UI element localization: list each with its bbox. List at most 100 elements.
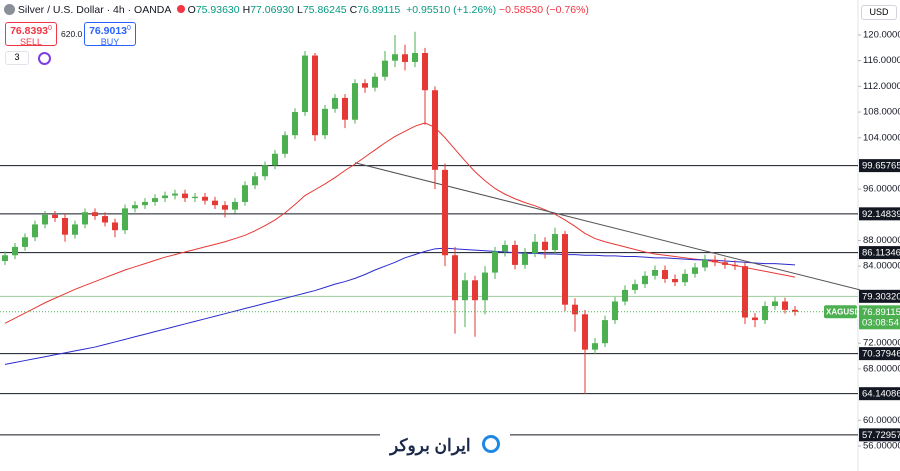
candle-body: [762, 305, 768, 321]
refresh-icon[interactable]: [38, 52, 51, 65]
level-label-box: [859, 246, 900, 260]
candle-body: [302, 55, 308, 113]
ohlc-value: 75.93630: [195, 4, 240, 16]
indicators-count: 3: [14, 52, 20, 62]
ohlc-key: H: [242, 4, 251, 16]
candle-body: [72, 224, 78, 235]
candle-body: [152, 198, 158, 202]
candle-body: [422, 52, 428, 91]
moving-average: [4, 247, 796, 365]
candle-body: [182, 193, 188, 199]
candle-body: [52, 214, 58, 219]
candle-body: [682, 273, 688, 283]
currency: USD: [869, 7, 889, 17]
change-up: +0.95510 (+1.26%): [406, 4, 497, 16]
candle-body: [462, 280, 468, 301]
countdown-label: 03:08:54: [862, 317, 899, 328]
candle-body: [602, 320, 608, 344]
candle-body: [392, 54, 398, 61]
ohlc-value: 76.89115: [357, 4, 401, 16]
level-label: 99.65765: [862, 161, 900, 172]
candle-body: [312, 55, 318, 136]
candle-body: [332, 97, 338, 109]
ohlc: O75.93630 H77.06930 L75.86245 C76.89115: [188, 4, 404, 16]
y-tick-label: 112.00000: [863, 81, 900, 92]
candle-body: [292, 112, 298, 136]
indicators-toggle[interactable]: 3: [5, 51, 29, 65]
logo: ایران بروکر: [380, 432, 510, 462]
candle-body: [632, 284, 638, 290]
candle-body: [2, 255, 8, 262]
symbol-label: XAGUSD: [826, 307, 860, 316]
candle-body: [532, 241, 538, 254]
candle-body: [212, 200, 218, 206]
candle-body: [322, 108, 328, 136]
currency-select[interactable]: USD: [861, 5, 897, 20]
candle-body: [652, 270, 658, 276]
candle-body: [172, 193, 178, 196]
candle-body: [472, 280, 478, 301]
candle-body: [412, 52, 418, 62]
candle-body: [432, 90, 438, 170]
candle-body: [592, 343, 598, 350]
buy-label: BUY: [100, 37, 120, 47]
candle-body: [42, 214, 48, 225]
candle-body: [272, 153, 278, 166]
candle-body: [112, 222, 118, 231]
candle-body: [562, 234, 568, 305]
ohlc-value: 75.86245: [302, 4, 347, 16]
candle-body: [452, 255, 458, 301]
ohlc-key: C: [349, 4, 358, 16]
y-tick-label: 96.00000: [863, 184, 900, 195]
ohlc-value: 77.06930: [250, 4, 294, 16]
candle-body: [402, 54, 408, 62]
level-label: 79.30320: [862, 291, 900, 302]
candle-body: [692, 267, 698, 274]
level-label-box: [859, 387, 900, 401]
candle-body: [22, 237, 28, 247]
level-label-box: [859, 289, 900, 303]
y-tick-label: 60.00000: [863, 415, 900, 426]
status-dot: [176, 5, 185, 13]
trendline: [354, 162, 861, 291]
sell-price: 76.8393: [10, 25, 49, 37]
buy-button[interactable]: 76.90130 BUY: [84, 22, 136, 47]
candle-body: [582, 314, 588, 350]
candle-body: [12, 246, 18, 256]
ohlc-key: L: [297, 4, 303, 16]
logo-text: ایران بروکر: [390, 436, 471, 455]
symbol-title: Silver / U.S. Dollar · 4h · OANDA: [17, 4, 171, 16]
candle-body: [482, 272, 488, 301]
candle-body: [672, 279, 678, 283]
candle-body: [282, 135, 288, 154]
candle-body: [202, 196, 208, 201]
candle-body: [742, 266, 748, 318]
candle-body: [712, 259, 718, 263]
y-tick-label: 104.00000: [863, 132, 900, 143]
buy-sup: 0: [127, 25, 131, 32]
level-label: 57.72957: [862, 430, 900, 441]
level-label: 70.37946: [862, 349, 900, 360]
candle-body: [352, 83, 358, 120]
symbol-row: Silver / U.S. Dollar · 4h · OANDA O75.93…: [4, 4, 589, 16]
candle-body: [702, 259, 708, 268]
candle-body: [192, 196, 198, 199]
sell-button[interactable]: 76.83930 SELL: [5, 22, 57, 47]
candle-body: [502, 244, 508, 252]
last-price-label: 76.89115: [862, 307, 900, 318]
candle-body: [442, 169, 448, 256]
candle-body: [342, 97, 348, 120]
buy-price: 76.9013: [89, 25, 128, 37]
candle-body: [622, 289, 628, 302]
candle-body: [32, 224, 38, 238]
candle-body: [232, 201, 238, 210]
candle-body: [782, 301, 788, 310]
candle-body: [132, 205, 138, 209]
y-tick-label: 68.00000: [863, 363, 900, 374]
candle-body: [492, 251, 498, 273]
last-price-box: [859, 305, 900, 330]
candle-body: [142, 201, 148, 206]
level-label-box: [859, 159, 900, 173]
